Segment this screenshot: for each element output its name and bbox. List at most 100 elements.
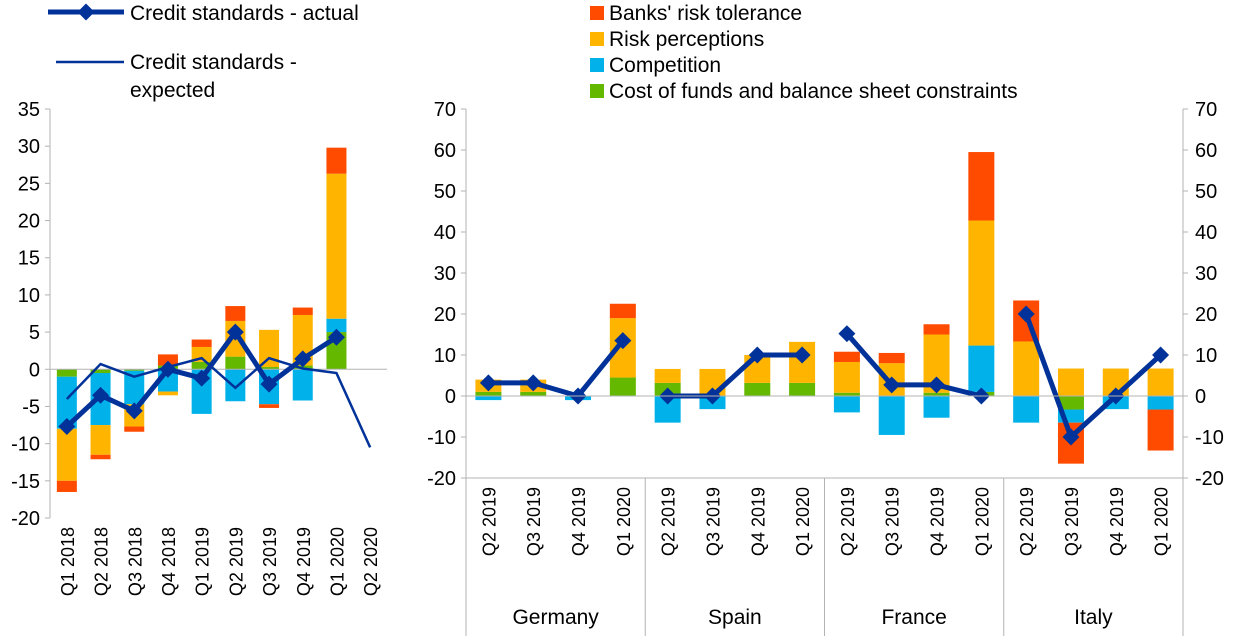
bar-competition-q3-2018 [124,370,145,405]
legend-risk-perceptions-label: Risk perceptions [609,28,764,51]
left-x-tick-label-q1-2020: Q1 2020 [327,527,347,596]
actual-france-marker-france-q4-2019 [928,376,946,394]
line-credit-standards-expected [65,356,372,448]
bar-competition-france-q4-2019 [923,396,950,418]
right-x-tick-label-germany-q2-2019: Q2 2019 [479,487,499,556]
right-right-y-tick-label-30: 30 [1195,263,1217,285]
bar-banks-risk-tolerance-italy-q1-2020 [1147,409,1174,451]
actual-marker-q2-2018 [92,386,110,404]
right-x-tick-label-france-q3-2019: Q3 2019 [883,487,903,556]
bar-cost-of-funds-and-balance-sheet-constraints-germany-q3-2019 [520,391,547,396]
bar-competition-q2-2019 [225,369,246,402]
bar-banks-risk-tolerance-q1-2020 [326,147,347,174]
line-credit-standards-actual-spain [667,352,803,399]
line-credit-standards-actual-germany [488,339,625,399]
bar-cost-of-funds-and-balance-sheet-constraints-q1-2019 [191,361,212,370]
legend-actual-marker [77,3,95,21]
bar-risk-perceptions-france-q1-2020 [968,220,995,346]
left-y-tick-label-0: 0 [29,359,40,381]
legend-bars: Banks' risk tolerance Risk perceptions C… [590,2,1018,103]
right-x-tick-label-italy-q3-2019: Q3 2019 [1062,487,1082,556]
actual-marker-q4-2019 [294,350,312,368]
bar-banks-risk-tolerance-q1-2019 [191,339,212,347]
legend-risk-perceptions-swatch [590,32,604,46]
right-x-tick-label-france-q4-2019: Q4 2019 [928,487,948,556]
bar-risk-perceptions-q1-2019 [191,346,212,362]
group-label-spain: Spain [708,606,762,629]
bar-cost-of-funds-and-balance-sheet-constraints-italy-q3-2019 [1057,396,1084,410]
right-right-y-tick-label-60: 60 [1195,140,1217,162]
bar-cost-of-funds-and-balance-sheet-constraints-q2-2019 [225,356,246,370]
right-right-y-tick-label-0: 0 [1195,386,1206,408]
left-y-tick-label--15: -15 [11,471,40,493]
right-left-y-tick-label-30: 30 [434,263,456,285]
bar-risk-perceptions-q2-2018 [90,425,111,455]
bar-cost-of-funds-and-balance-sheet-constraints-germany-q2-2019 [475,391,502,396]
legend-actual-label: Credit standards - actual [130,2,359,25]
right-x-tick-label-france-q2-2019: Q2 2019 [838,487,858,556]
actual-spain-marker-spain-q4-2019 [748,346,766,364]
left-y-tick-label--20: -20 [11,508,40,530]
right-x-tick-label-germany-q4-2019: Q4 2019 [569,487,589,556]
right-x-tick-label-italy-q2-2019: Q2 2019 [1017,487,1037,556]
legend-expected-label-line2: expected [130,79,215,102]
bar-risk-perceptions-spain-q2-2019 [654,368,681,383]
left-y-tick-label-35: 35 [18,99,40,121]
bar-competition-france-q1-2020 [968,345,995,392]
bar-banks-risk-tolerance-q2-2018 [90,454,111,460]
actual-marker-q3-2019 [260,375,278,393]
left-x-tick-label-q2-2019: Q2 2019 [226,527,246,596]
right-x-tick-label-spain-q2-2019: Q2 2019 [659,487,679,556]
bar-competition-q1-2020 [326,318,347,333]
group-label-germany: Germany [512,606,599,629]
actual-germany-marker-germany-q1-2020 [614,332,632,350]
bar-cost-of-funds-and-balance-sheet-constraints-q2-2018 [90,369,111,373]
bar-cost-of-funds-and-balance-sheet-constraints-france-q2-2019 [833,392,860,396]
right-right-y-tick-label-50: 50 [1195,181,1217,203]
right-right-y-tick-label--10: -10 [1195,427,1224,449]
actual-france-marker-france-q3-2019 [883,376,901,394]
right-x-tick-label-germany-q1-2020: Q1 2020 [614,487,634,556]
right-left-y-tick-label-10: 10 [434,345,456,367]
bar-competition-france-q3-2019 [878,396,905,435]
right-x-tick-label-spain-q3-2019: Q3 2019 [703,487,723,556]
legend-risk-tolerance-label: Banks' risk tolerance [609,2,802,25]
bar-banks-risk-tolerance-france-q4-2019 [923,324,950,335]
right-x-tick-label-france-q1-2020: Q1 2020 [972,487,992,556]
left-x-tick-label-q2-2018: Q2 2018 [92,527,112,596]
actual-marker-q1-2020 [327,328,345,346]
right-left-y-tick-label-20: 20 [434,304,456,326]
bar-risk-perceptions-q1-2018 [56,428,77,481]
legend-competition-swatch [590,58,604,72]
bar-risk-perceptions-italy-q3-2019 [1057,368,1084,396]
left-x-tick-label-q3-2018: Q3 2018 [125,527,145,596]
right-x-tick-label-spain-q1-2020: Q1 2020 [793,487,813,556]
bar-cost-of-funds-and-balance-sheet-constraints-spain-q1-2020 [789,382,816,396]
bar-banks-risk-tolerance-q3-2019 [259,404,280,408]
right-right-y-tick-label--20: -20 [1195,468,1224,490]
euro-area-chart: 35 30 25 20 15 10 5 0 -5 -10 -15 -20 Q1 2018 Q2 2018 Q… [11,99,387,596]
right-left-y-tick-label-70: 70 [434,99,456,121]
left-y-tick-label-20: 20 [18,211,40,233]
right-left-y-tick-label--20: -20 [427,468,456,490]
actual-marker-q1-2019 [193,369,211,387]
right-right-y-tick-label-10: 10 [1195,345,1217,367]
legend-risk-tolerance-swatch [590,6,604,20]
bar-banks-risk-tolerance-q1-2018 [56,480,77,492]
left-y-tick-label-30: 30 [18,136,40,158]
right-x-tick-label-italy-q1-2020: Q1 2020 [1152,487,1172,556]
actual-germany-marker-germany-q3-2019 [524,374,542,392]
legend-lines: Credit standards - actual Credit standar… [48,2,359,102]
bar-banks-risk-tolerance-q2-2019 [225,306,246,321]
right-x-tick-label-germany-q3-2019: Q3 2019 [524,487,544,556]
bar-banks-risk-tolerance-france-q1-2020 [968,152,995,221]
actual-marker-q4-2018 [159,360,177,378]
bar-competition-france-q2-2019 [833,396,860,413]
right-right-y-tick-label-40: 40 [1195,222,1217,244]
left-y-tick-label--5: -5 [22,396,40,418]
legend-expected-label: Credit standards - [130,51,297,74]
right-left-y-tick-label-60: 60 [434,140,456,162]
bar-risk-perceptions-q4-2018 [157,391,178,396]
bar-competition-q4-2019 [292,369,313,401]
